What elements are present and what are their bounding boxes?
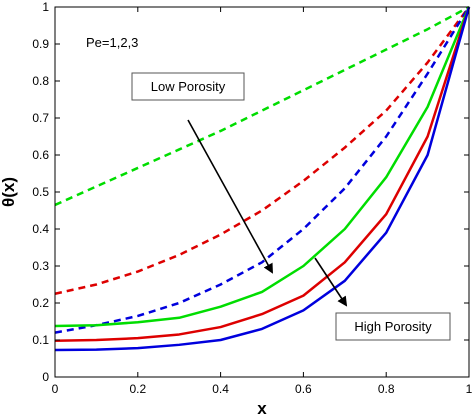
series-line-4 <box>54 6 471 328</box>
series-line-3 <box>54 6 471 334</box>
y-tick-label: 0.4 <box>32 222 49 236</box>
y-tick-label: 0.5 <box>32 185 49 199</box>
y-tick-label: 0.9 <box>32 37 49 51</box>
ticks-layer: 0 0.2 0.4 0.6 0.8 1 0 0.1 0.2 0.3 0.4 0.5 0.6 0.7 0.8 0… <box>32 0 472 396</box>
low-porosity-arrow <box>187 119 273 274</box>
high-porosity-label: High Porosity <box>354 319 432 334</box>
series-line-6 <box>54 6 471 352</box>
series-line-5 <box>54 6 471 342</box>
y-tick-label: 0.7 <box>32 111 49 125</box>
series-line-1 <box>54 5 470 207</box>
x-axis-label: x <box>257 399 267 418</box>
y-tick-label: 0.3 <box>32 259 49 273</box>
y-tick-label: 0.6 <box>32 148 49 162</box>
y-axis-label: θ(x) <box>0 177 18 207</box>
series-layer <box>54 5 471 352</box>
x-tick-label: 0.2 <box>129 382 146 396</box>
high-porosity-box <box>335 312 451 341</box>
low-porosity-box <box>131 72 245 101</box>
y-tick-label: 1 <box>42 0 49 14</box>
high-porosity-arrow <box>314 257 348 307</box>
pe-annotation: Pe=1,2,3 <box>86 35 138 50</box>
plot-frame <box>54 6 470 378</box>
x-tick-label: 0.8 <box>378 382 395 396</box>
x-tick-label: 1 <box>466 382 473 396</box>
x-tick-label: 0.4 <box>212 382 229 396</box>
y-tick-label: 0.8 <box>32 74 49 88</box>
y-tick-label: 0.2 <box>32 296 49 310</box>
low-porosity-label: Low Porosity <box>151 79 226 94</box>
x-tick-label: 0 <box>52 382 59 396</box>
y-tick-label: 0 <box>42 370 49 384</box>
x-tick-label: 0.6 <box>295 382 312 396</box>
y-tick-label: 0.1 <box>32 333 49 347</box>
